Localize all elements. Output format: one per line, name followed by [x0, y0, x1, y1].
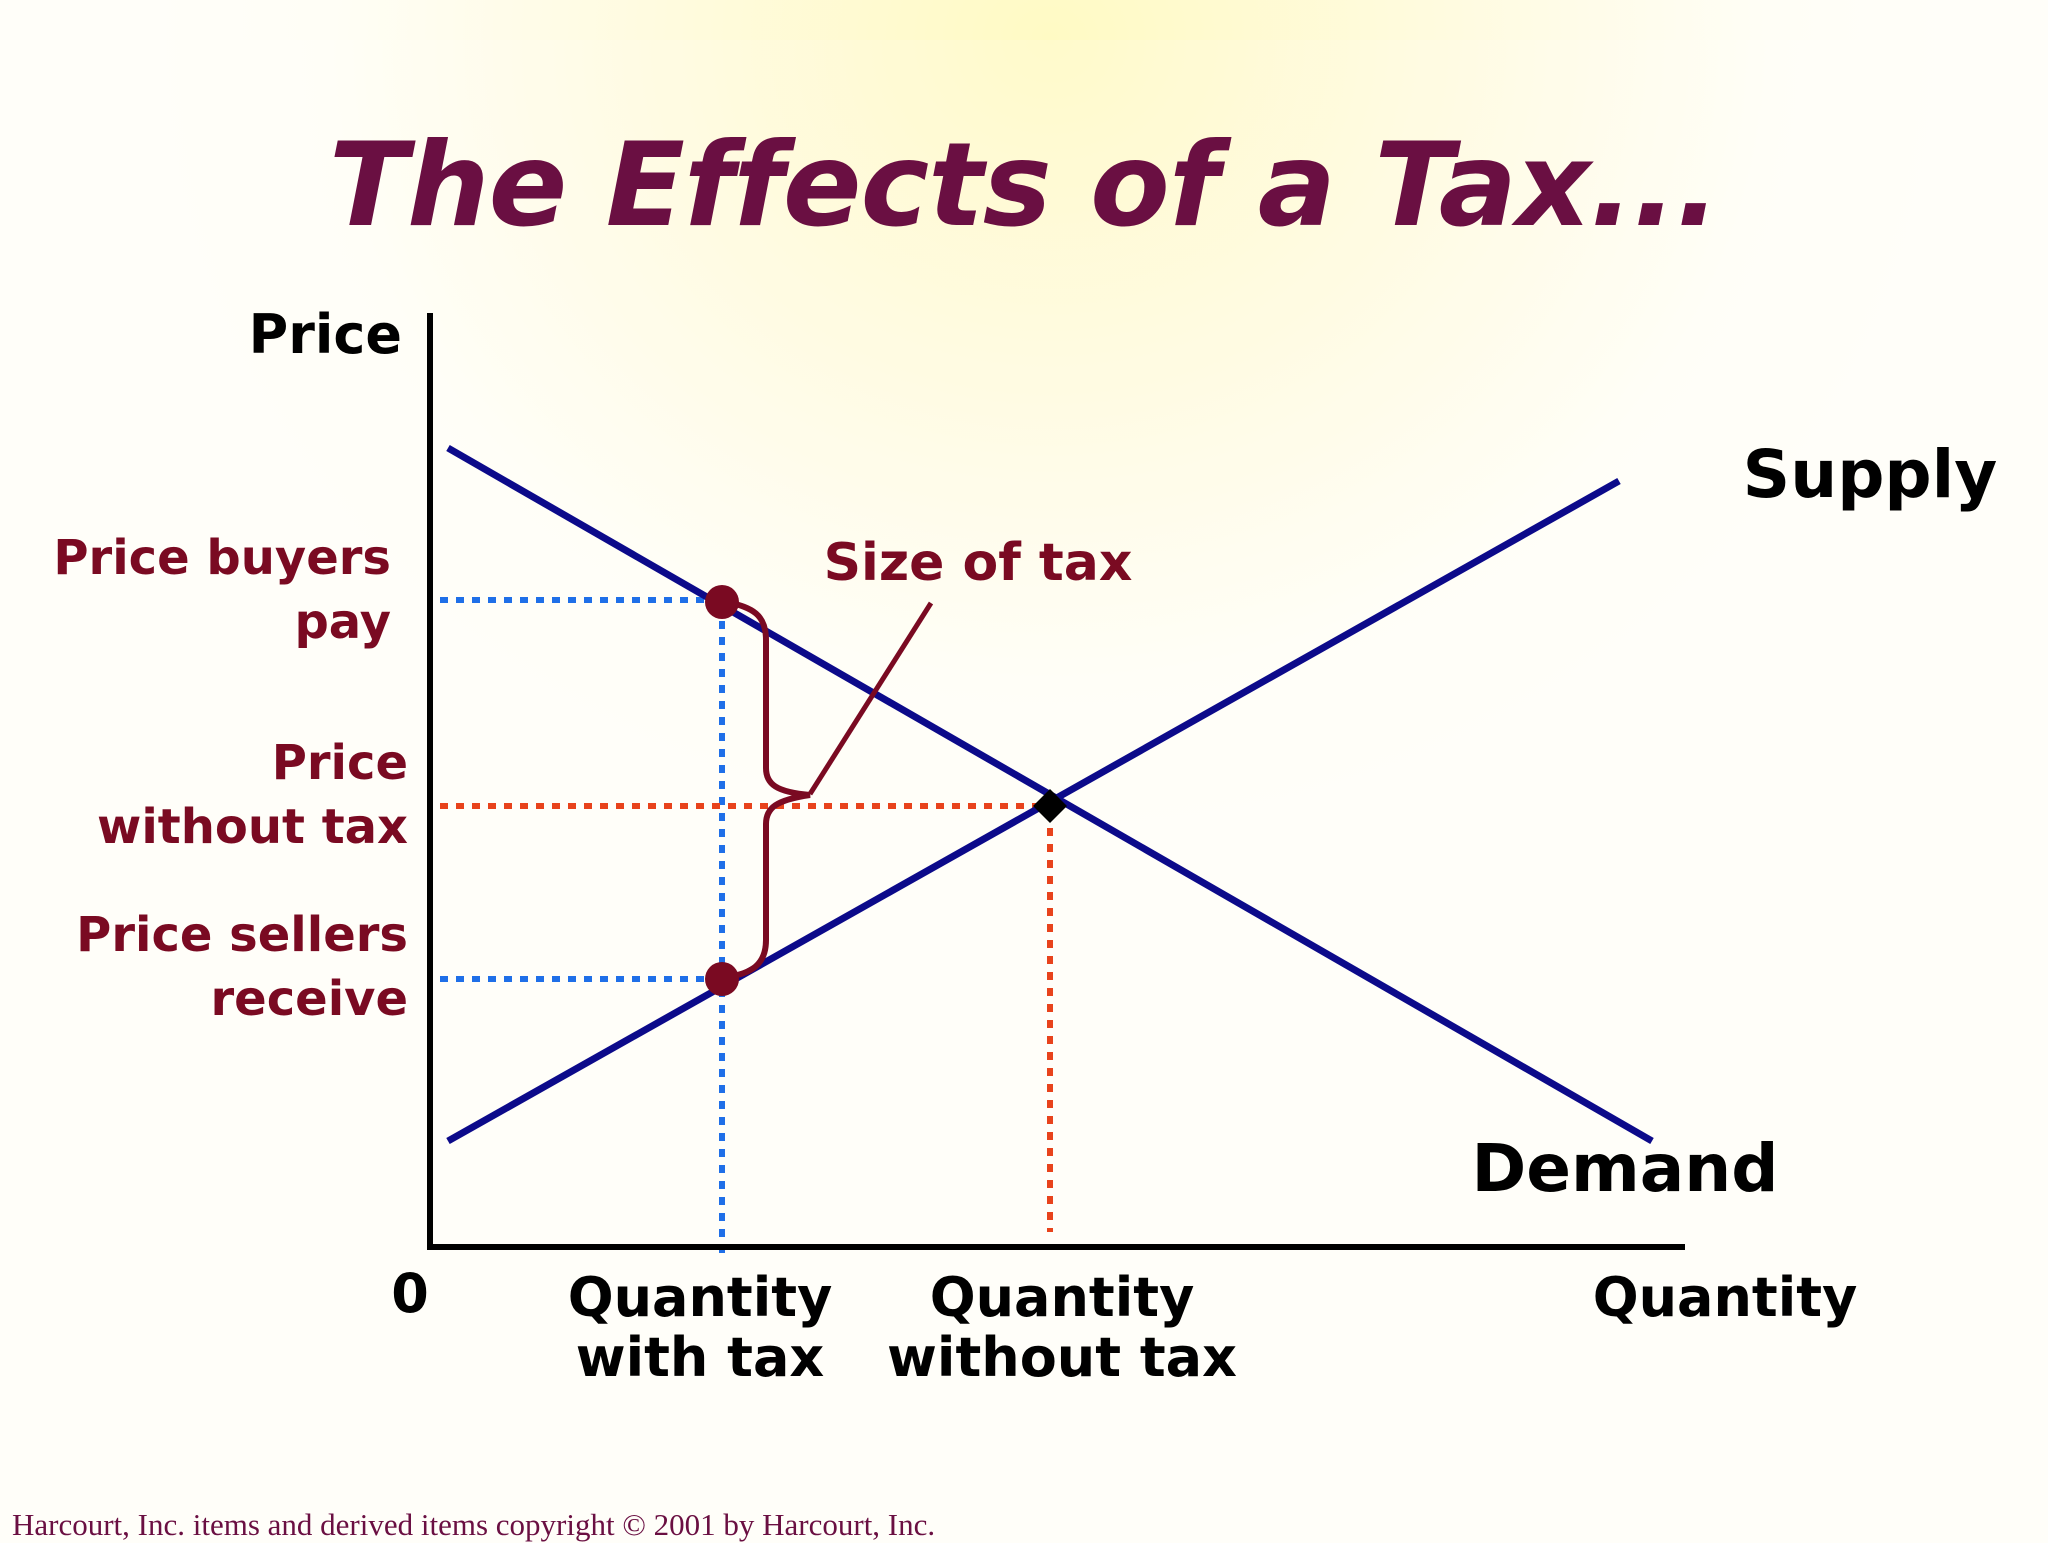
- tax-pointer-line: [807, 601, 934, 796]
- price-buyers-pay-label-line1: Price buyers: [53, 530, 391, 586]
- origin-label: 0: [391, 1262, 429, 1325]
- equilibrium-point: [1033, 789, 1067, 823]
- supply-label: Supply: [1743, 436, 1998, 513]
- price-without-tax-label-line2: without tax: [97, 799, 408, 855]
- demand-label: Demand: [1471, 1130, 1778, 1207]
- slide-panel: [40, 40, 1950, 1380]
- quantity-with-tax-label-line2: with tax: [576, 1326, 825, 1389]
- buyers-price-point: [705, 585, 739, 619]
- x-axis-label: Quantity: [1593, 1266, 1858, 1329]
- supply-curve: [446, 477, 1621, 1145]
- price-without-tax-label-line1: Price: [272, 735, 408, 791]
- slide-title: The Effects of a Tax...: [328, 118, 1720, 253]
- quantity-with-tax-label-line1: Quantity: [568, 1266, 833, 1329]
- copyright-footer: Harcourt, Inc. items and derived items c…: [12, 1507, 936, 1542]
- quantity-without-tax-label-line1: Quantity: [930, 1266, 1195, 1329]
- price-sellers-receive-label-line1: Price sellers: [76, 907, 408, 963]
- price-buyers-pay-label-line2: pay: [294, 594, 391, 650]
- tax-brace: [725, 599, 811, 980]
- price-sellers-receive-label-line2: receive: [210, 971, 408, 1027]
- y-axis-label: Price: [249, 303, 402, 366]
- size-of-tax-label: Size of tax: [824, 533, 1133, 593]
- sellers-price-point: [705, 962, 739, 996]
- quantity-without-tax-label-line2: without tax: [887, 1326, 1237, 1389]
